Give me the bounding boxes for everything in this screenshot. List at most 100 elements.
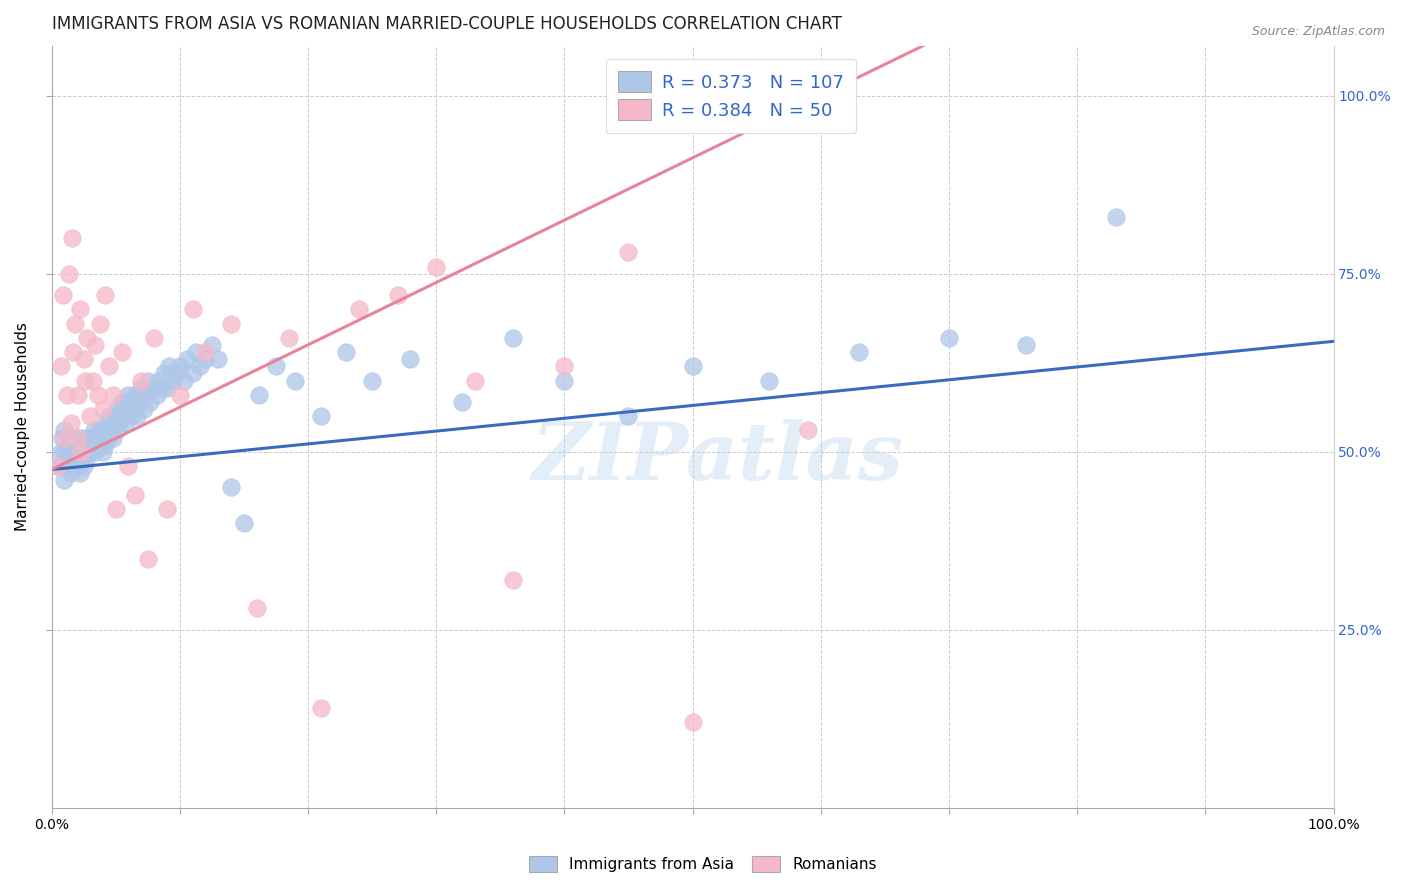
- Point: [169, 359, 191, 374]
- Point: [232, 516, 254, 530]
- Point: [53, 423, 76, 437]
- Point: [166, 367, 188, 381]
- Point: [86, 388, 108, 402]
- Point: [96, 417, 118, 431]
- Point: [277, 331, 299, 345]
- Point: [69, 466, 91, 480]
- Point: [173, 374, 195, 388]
- Point: [425, 260, 447, 274]
- Point: [132, 402, 155, 417]
- Point: [361, 374, 384, 388]
- Point: [53, 444, 76, 458]
- Point: [76, 444, 98, 458]
- Point: [159, 359, 181, 374]
- Point: [181, 367, 204, 381]
- Point: [58, 267, 80, 281]
- Point: [117, 388, 139, 402]
- Point: [82, 437, 104, 451]
- Point: [142, 381, 165, 395]
- Point: [63, 437, 86, 451]
- Point: [129, 381, 152, 395]
- Point: [70, 430, 93, 444]
- Y-axis label: Married-couple Households: Married-couple Households: [15, 322, 30, 532]
- Point: [247, 388, 270, 402]
- Point: [194, 345, 217, 359]
- Point: [124, 487, 146, 501]
- Point: [52, 288, 75, 302]
- Point: [219, 317, 242, 331]
- Point: [201, 338, 224, 352]
- Point: [617, 409, 640, 424]
- Point: [84, 444, 107, 458]
- Point: [77, 437, 100, 451]
- Point: [150, 381, 173, 395]
- Point: [82, 374, 104, 388]
- Point: [246, 601, 269, 615]
- Point: [617, 245, 640, 260]
- Point: [97, 430, 120, 444]
- Point: [128, 395, 150, 409]
- Point: [136, 374, 159, 388]
- Point: [59, 466, 82, 480]
- Point: [309, 701, 332, 715]
- Point: [75, 451, 97, 466]
- Point: [56, 458, 79, 473]
- Point: [797, 423, 820, 437]
- Point: [136, 551, 159, 566]
- Point: [59, 430, 82, 444]
- Point: [66, 444, 89, 458]
- Point: [62, 345, 84, 359]
- Point: [115, 417, 138, 431]
- Point: [176, 352, 198, 367]
- Point: [59, 444, 82, 458]
- Point: [79, 444, 101, 458]
- Point: [60, 451, 83, 466]
- Point: [53, 473, 76, 487]
- Point: [682, 715, 704, 730]
- Point: [105, 423, 128, 437]
- Point: [101, 430, 124, 444]
- Point: [46, 458, 69, 473]
- Point: [143, 331, 166, 345]
- Point: [118, 402, 141, 417]
- Point: [84, 338, 107, 352]
- Point: [72, 437, 94, 451]
- Point: [207, 352, 229, 367]
- Point: [108, 417, 131, 431]
- Point: [111, 395, 134, 409]
- Point: [100, 423, 122, 437]
- Point: [65, 430, 87, 444]
- Point: [284, 374, 307, 388]
- Point: [121, 395, 143, 409]
- Point: [124, 388, 146, 402]
- Point: [135, 388, 157, 402]
- Point: [72, 444, 94, 458]
- Point: [156, 501, 179, 516]
- Point: [86, 430, 108, 444]
- Point: [114, 402, 136, 417]
- Point: [49, 359, 72, 374]
- Point: [72, 458, 94, 473]
- Point: [1015, 338, 1038, 352]
- Point: [162, 374, 184, 388]
- Point: [94, 288, 117, 302]
- Point: [194, 352, 217, 367]
- Point: [181, 302, 204, 317]
- Point: [70, 444, 93, 458]
- Text: Source: ZipAtlas.com: Source: ZipAtlas.com: [1251, 25, 1385, 38]
- Point: [70, 451, 93, 466]
- Point: [758, 374, 780, 388]
- Legend: Immigrants from Asia, Romanians: Immigrants from Asia, Romanians: [522, 848, 884, 880]
- Point: [66, 458, 89, 473]
- Point: [219, 480, 242, 494]
- Point: [76, 430, 98, 444]
- Point: [464, 374, 486, 388]
- Text: IMMIGRANTS FROM ASIA VS ROMANIAN MARRIED-COUPLE HOUSEHOLDS CORRELATION CHART: IMMIGRANTS FROM ASIA VS ROMANIAN MARRIED…: [52, 15, 841, 33]
- Point: [67, 437, 90, 451]
- Point: [148, 374, 170, 388]
- Point: [58, 437, 80, 451]
- Point: [264, 359, 287, 374]
- Point: [129, 374, 152, 388]
- Point: [89, 430, 111, 444]
- Point: [53, 430, 76, 444]
